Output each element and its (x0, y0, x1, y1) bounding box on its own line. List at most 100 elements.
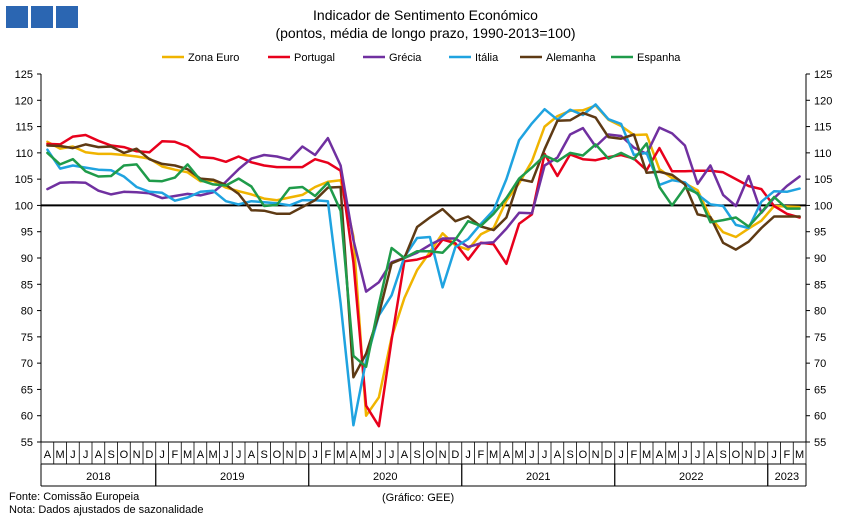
y-tick-label-right: 70 (814, 358, 826, 370)
x-month-label: M (362, 449, 371, 461)
x-month-label: J (159, 449, 165, 461)
chart-credit: (Gráfico: GEE) (382, 492, 455, 504)
y-tick-label-left: 85 (21, 279, 33, 291)
y-tick-label-left: 65 (21, 384, 33, 396)
x-month-label: F (784, 449, 791, 461)
x-month-label: O (120, 449, 129, 461)
x-month-label: J (236, 449, 242, 461)
x-month-label: M (642, 449, 651, 461)
x-month-label: A (197, 449, 205, 461)
legend-label: Grécia (389, 52, 422, 64)
y-tick-label-right: 115 (814, 122, 832, 134)
x-month-label: J (223, 449, 229, 461)
x-month-label: M (489, 449, 498, 461)
series-line-espanha (46, 142, 801, 369)
y-tick-label-right: 95 (814, 227, 826, 239)
y-tick-label-left: 120 (15, 95, 33, 107)
y-tick-label-left: 55 (21, 437, 33, 449)
x-month-label: S (260, 449, 267, 461)
x-month-label: M (336, 449, 345, 461)
x-month-label: A (44, 449, 52, 461)
y-tick-label-right: 100 (814, 200, 832, 212)
x-month-label: S (107, 449, 114, 461)
x-month-label: J (465, 449, 471, 461)
x-month-label: J (771, 449, 777, 461)
x-month-label: J (70, 449, 76, 461)
x-month-label: M (668, 449, 677, 461)
x-month-label: N (133, 449, 141, 461)
x-month-label: S (566, 449, 573, 461)
x-month-label: A (95, 449, 103, 461)
x-month-label: M (795, 449, 804, 461)
x-month-label: M (56, 449, 65, 461)
x-month-label: D (298, 449, 306, 461)
x-month-label: A (401, 449, 409, 461)
y-tick-label-left: 60 (21, 411, 33, 423)
x-month-label: J (312, 449, 318, 461)
x-month-label: J (695, 449, 701, 461)
x-month-label: O (732, 449, 741, 461)
chart-title: Indicador de Sentimento Económico (313, 7, 538, 23)
y-tick-label-left: 95 (21, 227, 33, 239)
logo-square-1 (6, 6, 28, 28)
legend-label: Zona Euro (188, 52, 239, 64)
x-month-label: J (389, 449, 395, 461)
x-month-label: D (451, 449, 459, 461)
y-tick-label-left: 115 (15, 122, 33, 134)
x-month-label: O (579, 449, 588, 461)
x-month-label: A (554, 449, 562, 461)
y-tick-label-left: 90 (21, 253, 33, 265)
x-month-label: J (83, 449, 89, 461)
logo-square-2 (31, 6, 53, 28)
x-year-label: 2023 (775, 471, 799, 483)
x-month-label: N (592, 449, 600, 461)
x-month-label: A (503, 449, 511, 461)
y-tick-label-left: 125 (15, 69, 33, 81)
legend-label: Portugal (294, 52, 335, 64)
x-month-label: N (745, 449, 753, 461)
y-tick-label-right: 125 (814, 69, 832, 81)
y-tick-label-left: 110 (15, 148, 33, 160)
x-month-label: O (273, 449, 282, 461)
y-tick-label-right: 80 (814, 306, 826, 318)
y-tick-label-left: 75 (21, 332, 33, 344)
y-tick-label-left: 105 (15, 174, 33, 186)
series-line-grecia (46, 126, 801, 293)
x-month-label: J (618, 449, 624, 461)
x-month-label: A (656, 449, 664, 461)
source-note: Fonte: Comissão Europeia (9, 491, 140, 503)
x-month-label: O (426, 449, 435, 461)
x-month-label: F (478, 449, 485, 461)
x-month-label: N (439, 449, 447, 461)
legend-label: Espanha (637, 52, 681, 64)
y-tick-label-left: 70 (21, 358, 33, 370)
x-month-label: D (757, 449, 765, 461)
series-line-italia (46, 103, 801, 427)
legend-label: Itália (475, 52, 499, 64)
x-year-label: 2018 (86, 471, 110, 483)
x-month-label: F (172, 449, 179, 461)
x-month-label: M (209, 449, 218, 461)
logo-square-3 (56, 6, 78, 28)
y-tick-label-right: 90 (814, 253, 826, 265)
y-tick-label-right: 75 (814, 332, 826, 344)
x-month-label: F (325, 449, 332, 461)
y-tick-label-right: 65 (814, 384, 826, 396)
y-tick-label-right: 120 (814, 95, 832, 107)
x-year-label: 2019 (220, 471, 244, 483)
x-year-label: 2021 (526, 471, 550, 483)
series-line-portugal (46, 133, 801, 428)
x-month-label: M (515, 449, 524, 461)
y-tick-label-right: 105 (814, 174, 832, 186)
adjustment-note: Nota: Dados ajustados de sazonalidade (9, 504, 204, 516)
x-month-label: N (286, 449, 294, 461)
x-month-label: S (719, 449, 726, 461)
x-month-label: J (529, 449, 535, 461)
y-tick-label-right: 60 (814, 411, 826, 423)
y-tick-label-right: 85 (814, 279, 826, 291)
x-month-label: M (183, 449, 192, 461)
x-month-label: A (707, 449, 715, 461)
chart-subtitle: (pontos, média de longo prazo, 1990-2013… (275, 25, 576, 41)
y-tick-label-left: 80 (21, 306, 33, 318)
series-line-zona-euro (46, 104, 801, 417)
